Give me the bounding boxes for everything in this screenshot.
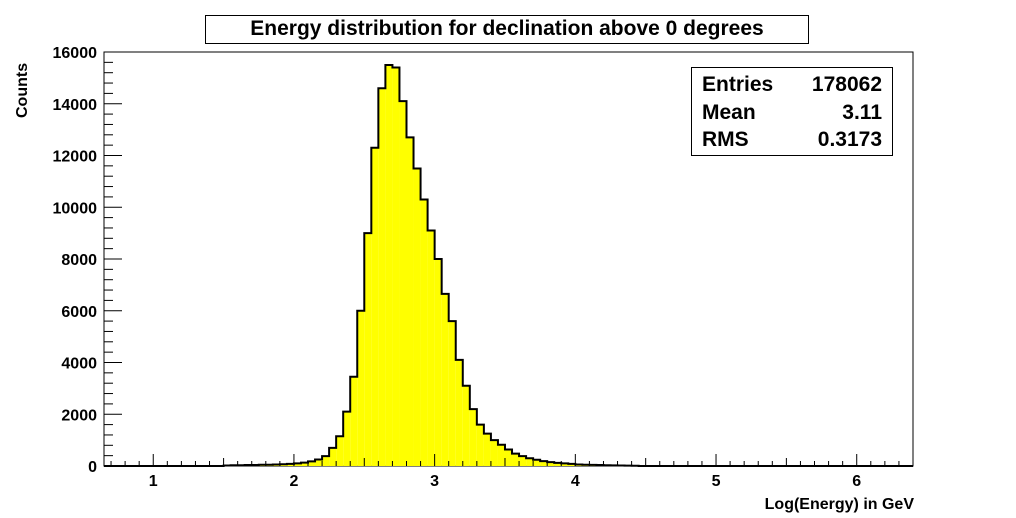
y-tick-label: 14000 <box>53 97 98 114</box>
y-tick-label: 16000 <box>53 45 98 62</box>
stats-value: 178062 <box>811 73 882 96</box>
histogram-bar <box>364 233 372 466</box>
histogram-bar <box>399 101 407 466</box>
histogram-bar <box>371 147 379 467</box>
histogram-bar <box>406 137 414 466</box>
stats-key: Mean <box>702 101 756 124</box>
stats-value: 0.3173 <box>817 128 882 151</box>
stats-row-mean: Mean 3.11 <box>702 99 882 127</box>
y-tick-label: 6000 <box>61 304 97 321</box>
histogram-bar <box>504 449 513 466</box>
histogram-bar <box>519 456 527 466</box>
histogram-bar <box>455 359 463 466</box>
stats-key: RMS <box>702 128 749 151</box>
y-tick-label: 0 <box>88 459 97 476</box>
histogram-bar <box>329 447 337 466</box>
y-tick-label: 4000 <box>61 356 97 373</box>
x-axis-label: Log(Energy) in GeV <box>764 496 914 513</box>
histogram-bar <box>322 456 330 466</box>
stats-row-entries: Entries 178062 <box>702 71 882 99</box>
stats-key: Entries <box>702 73 774 96</box>
histogram-bar <box>554 462 562 466</box>
histogram-bar <box>533 459 541 466</box>
histogram-bar <box>308 461 316 466</box>
histogram-bar <box>476 424 484 466</box>
histogram-bar <box>547 462 555 466</box>
histogram-bar <box>462 385 470 466</box>
histogram-bar <box>441 293 449 466</box>
histogram-bar <box>413 168 421 466</box>
y-tick-label: 8000 <box>61 252 97 269</box>
histogram-bar <box>350 376 358 466</box>
histogram-bar <box>568 463 576 466</box>
histogram-bar <box>385 64 393 466</box>
histogram-bar <box>469 409 477 466</box>
stats-value: 3.11 <box>842 101 882 124</box>
histogram-bar <box>336 436 344 466</box>
histogram-bar <box>420 199 428 467</box>
histogram-bar <box>512 453 520 466</box>
x-tick-label: 6 <box>852 473 861 490</box>
histogram-bar <box>483 433 491 466</box>
histogram-bar <box>315 459 323 466</box>
histogram-bar <box>286 463 294 466</box>
chart-title: Energy distribution for declination abov… <box>205 15 809 44</box>
histogram-bar <box>293 463 301 466</box>
y-tick-label: 10000 <box>53 200 98 217</box>
histogram-bar <box>448 321 456 466</box>
x-tick-label: 3 <box>430 473 439 490</box>
histogram-bar <box>357 310 365 466</box>
y-axis-label: Counts <box>14 62 31 118</box>
histogram-bar <box>378 88 386 466</box>
histogram-bar <box>497 444 505 466</box>
histogram-bar <box>300 462 309 466</box>
histogram-bar <box>490 440 498 466</box>
histogram-bar <box>526 458 534 466</box>
histogram-bar <box>540 461 548 466</box>
x-tick-label: 5 <box>712 473 721 490</box>
histogram-bar <box>561 463 569 466</box>
x-tick-label: 1 <box>149 473 158 490</box>
histogram-bar <box>343 411 351 466</box>
histogram-bar <box>434 259 442 466</box>
x-tick-label: 2 <box>289 473 298 490</box>
y-tick-label: 2000 <box>61 407 97 424</box>
x-tick-label: 4 <box>571 473 580 490</box>
histogram-bar <box>427 230 435 466</box>
histogram-bar <box>392 67 400 467</box>
stats-row-rms: RMS 0.3173 <box>702 126 882 154</box>
stats-box: Entries 178062 Mean 3.11 RMS 0.3173 <box>691 67 893 156</box>
y-tick-label: 12000 <box>53 149 98 166</box>
